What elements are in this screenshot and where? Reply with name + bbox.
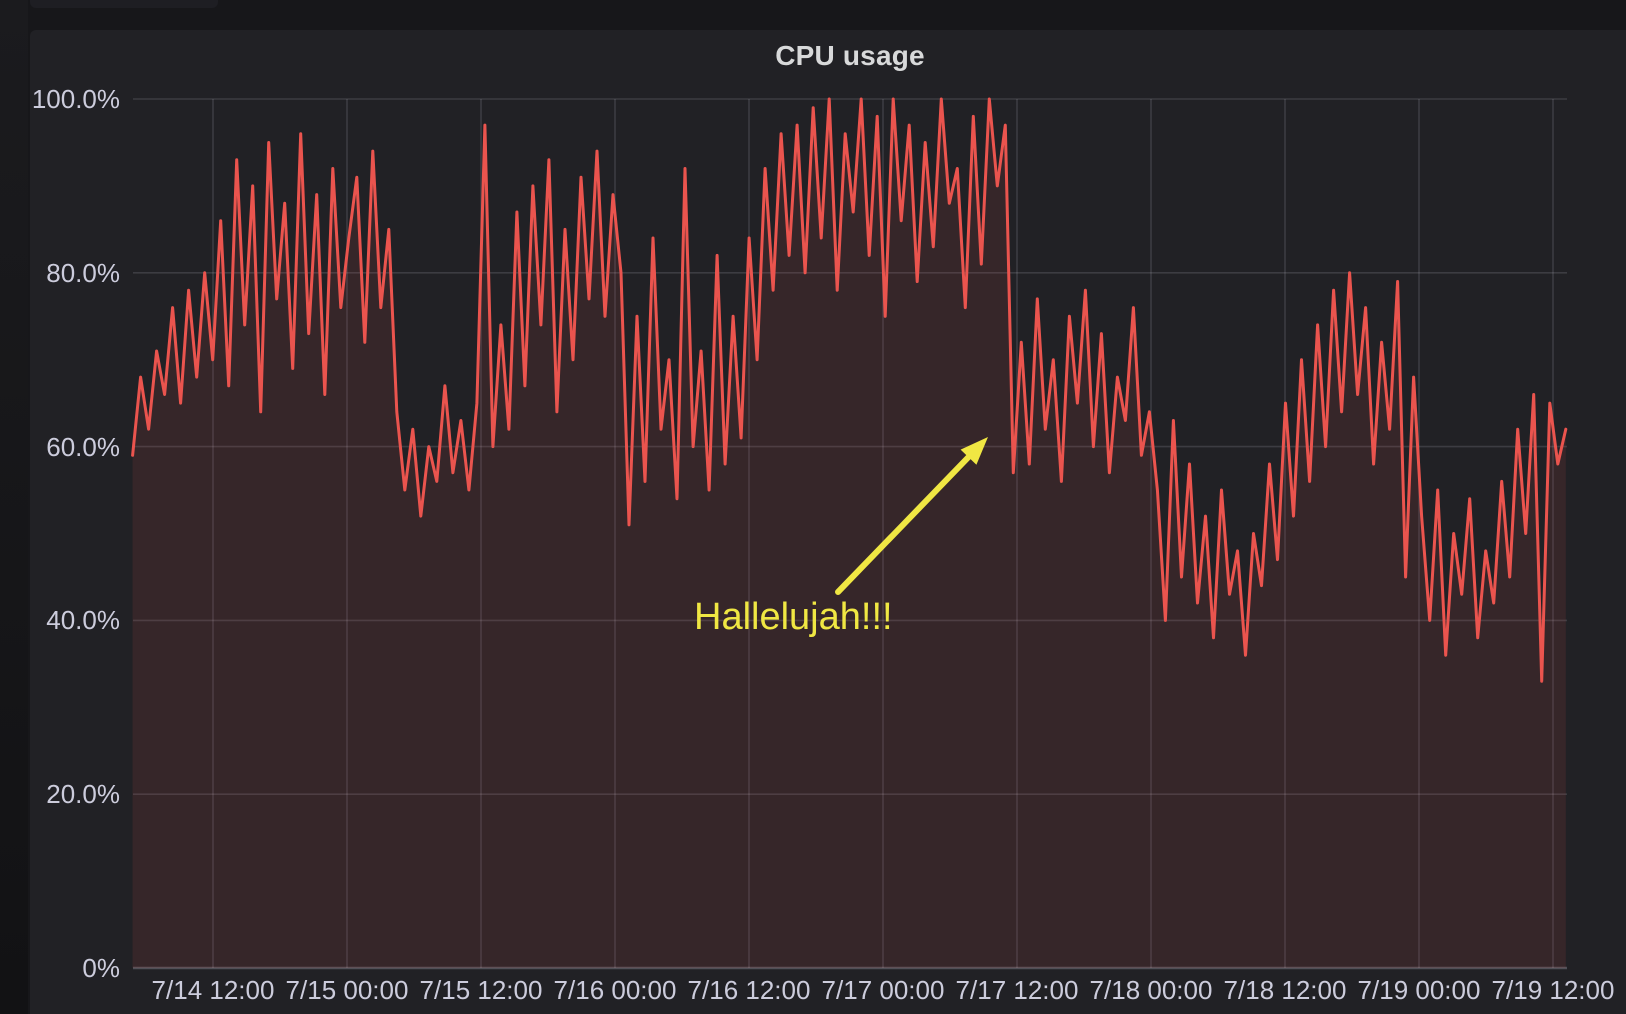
arrow-head-icon [960,437,988,465]
adjacent-panel-edge [30,0,218,8]
y-axis-label: 60.0% [46,431,120,462]
x-axis-label: 7/16 12:00 [687,975,811,1005]
y-axis-label: 0% [82,953,120,983]
x-axis-label: 7/18 12:00 [1223,975,1347,1005]
x-axis-label: 7/15 00:00 [285,975,409,1005]
x-axis-label: 7/15 12:00 [419,975,543,1005]
page-left-margin [0,0,28,1014]
x-axis-label: 7/17 12:00 [955,975,1079,1005]
y-axis-label: 40.0% [46,605,120,636]
y-axis-label: 100.0% [31,84,120,114]
cpu-usage-panel[interactable] [30,30,1626,1014]
annotation-text: Hallelujah!!! [694,596,893,638]
cpu-usage-series-line [131,97,1568,683]
cpu-usage-series-fill [132,99,1566,968]
x-axis-label: 7/18 00:00 [1089,975,1213,1005]
y-axis-label: 20.0% [46,779,120,810]
panel-title[interactable]: CPU usage [775,40,925,71]
annotation-arrow [835,437,988,595]
y-axis-label: 80.0% [46,257,120,288]
x-axis-label: 7/16 00:00 [553,975,677,1005]
x-axis-label: 7/17 00:00 [821,975,945,1005]
x-axis-label: 7/14 12:00 [151,975,275,1005]
x-axis-label: 7/19 12:00 [1491,975,1615,1005]
x-axis-label: 7/19 00:00 [1357,975,1481,1005]
